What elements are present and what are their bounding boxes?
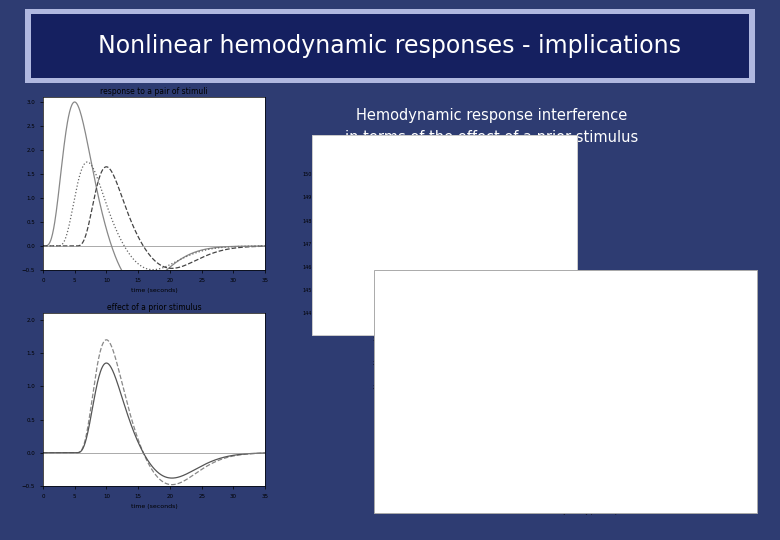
Point	[358, 192, 370, 200]
FancyBboxPatch shape	[31, 14, 749, 78]
Point	[501, 195, 513, 204]
X-axis label: Stimulus onset asynchrony (seconds): Stimulus onset asynchrony (seconds)	[514, 510, 617, 515]
FancyBboxPatch shape	[25, 9, 755, 83]
Text: Nonlinear hemodynamic responses - implications: Nonlinear hemodynamic responses - implic…	[98, 34, 682, 58]
X-axis label: time (seconds): time (seconds)	[131, 288, 177, 293]
Point	[465, 172, 477, 181]
Point	[340, 217, 353, 225]
Point	[447, 174, 459, 183]
Point	[336, 231, 349, 239]
Title: effect of a prior stimulus: effect of a prior stimulus	[107, 303, 201, 313]
Point	[332, 244, 344, 253]
Text: nonlinear saturation: nonlinear saturation	[516, 334, 671, 349]
Point	[483, 192, 495, 200]
Point	[345, 221, 357, 230]
Point	[412, 168, 424, 177]
Text: Hemodynamic response interference
in terms of the effect of a prior stimulus: Hemodynamic response interference in ter…	[345, 108, 638, 145]
FancyBboxPatch shape	[374, 270, 757, 513]
Title: response to a pair of stimuli: response to a pair of stimuli	[100, 87, 208, 97]
Point	[430, 173, 442, 182]
Point	[394, 180, 406, 188]
Point	[376, 181, 388, 190]
FancyBboxPatch shape	[312, 135, 577, 335]
Point	[349, 215, 362, 224]
X-axis label: time (seconds): time (seconds)	[131, 504, 177, 509]
Point	[327, 249, 339, 258]
Title: nonlinear responses: nonlinear responses	[410, 144, 480, 150]
